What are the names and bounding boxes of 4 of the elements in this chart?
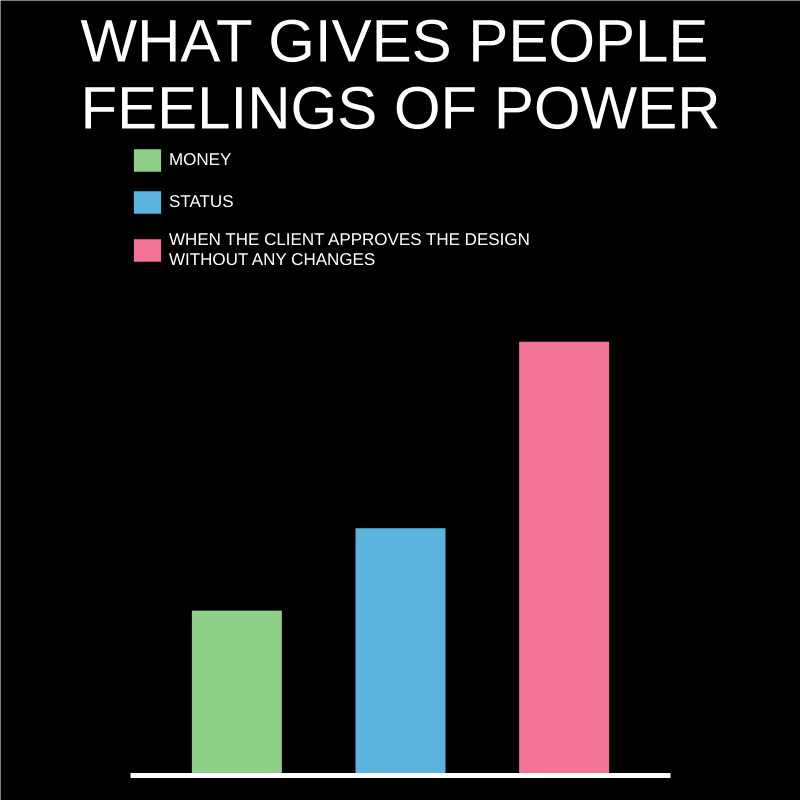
legend-label: WHEN THE CLIENT APPROVES THE DESIGN WITHOUT ANY CHANGES: [169, 230, 530, 270]
legend-label: STATUS: [169, 191, 234, 213]
chart-title: WHAT GIVES PEOPLE FEELINGS OF POWER: [80, 8, 721, 142]
legend-label: MONEY: [169, 149, 232, 171]
